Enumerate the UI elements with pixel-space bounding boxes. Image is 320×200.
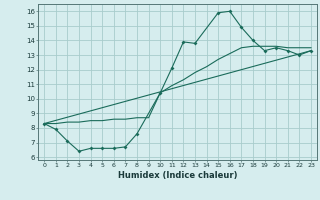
X-axis label: Humidex (Indice chaleur): Humidex (Indice chaleur) xyxy=(118,171,237,180)
